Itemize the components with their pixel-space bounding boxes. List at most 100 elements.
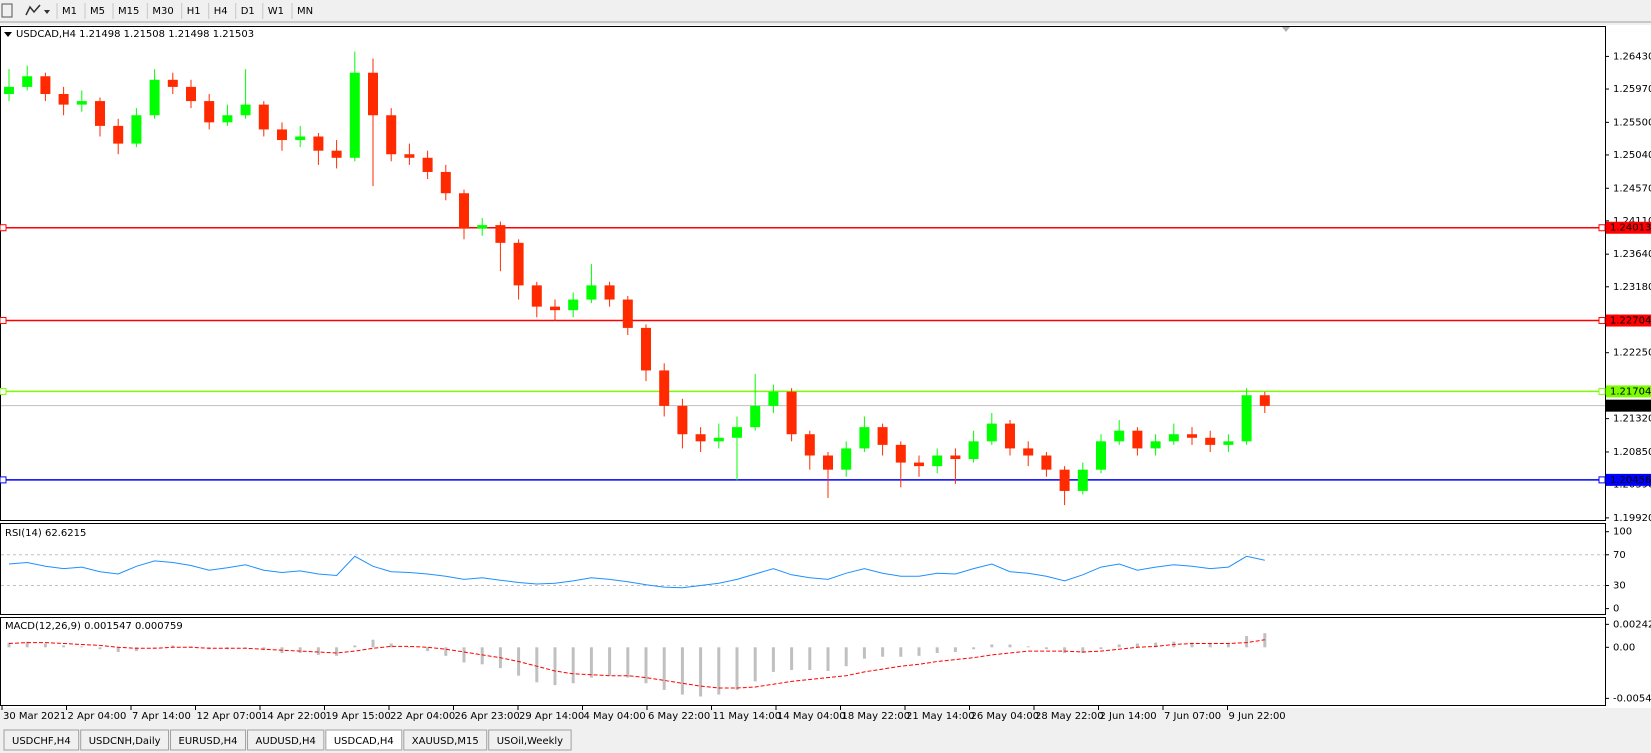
timeframe-button[interactable]: H4 bbox=[214, 6, 228, 17]
macd-bar bbox=[953, 647, 957, 653]
tab[interactable] bbox=[403, 729, 488, 751]
tab[interactable] bbox=[170, 729, 247, 751]
y-tick-label: 30 bbox=[1613, 581, 1626, 592]
level-label: 1.21704 bbox=[1610, 386, 1651, 397]
x-tick-label: 11 May 14:00 bbox=[713, 711, 782, 722]
y-tick-label: 1.25040 bbox=[1613, 150, 1651, 161]
tab[interactable] bbox=[488, 729, 572, 751]
tab-label[interactable]: USDCNH,Daily bbox=[89, 736, 161, 747]
tab-label[interactable]: EURUSD,H4 bbox=[179, 736, 238, 747]
candle-body bbox=[204, 101, 215, 123]
x-tick-label: 4 May 04:00 bbox=[584, 711, 646, 722]
x-tick-label: 26 May 04:00 bbox=[971, 711, 1040, 722]
timeframe-button[interactable]: M5 bbox=[90, 6, 105, 17]
x-tick-label: 2 Jun 14:00 bbox=[1100, 711, 1157, 722]
tab-label[interactable]: AUDUSD,H4 bbox=[256, 736, 316, 747]
macd-bar bbox=[990, 644, 994, 648]
macd-bar bbox=[844, 647, 848, 667]
candle-body bbox=[1132, 430, 1143, 449]
candle-body bbox=[622, 299, 633, 328]
candle-body bbox=[568, 299, 579, 311]
x-tick-label: 2 Apr 04:00 bbox=[68, 711, 127, 722]
y-tick-label: 0.002429 bbox=[1613, 619, 1651, 630]
y-tick-label: 1.25500 bbox=[1613, 117, 1651, 128]
candle-body bbox=[1205, 437, 1216, 445]
candle-body bbox=[113, 125, 124, 144]
tab[interactable] bbox=[3, 729, 80, 751]
candle-body bbox=[4, 86, 14, 94]
candle-body bbox=[968, 441, 979, 460]
tab[interactable] bbox=[247, 729, 325, 751]
tab-label[interactable]: USDCAD,H4 bbox=[334, 736, 394, 747]
macd-bar bbox=[1245, 635, 1249, 648]
candle-body bbox=[258, 104, 269, 130]
candle-body bbox=[713, 437, 724, 442]
candle-body bbox=[1223, 441, 1234, 445]
macd-bar bbox=[972, 647, 976, 650]
macd-bar bbox=[917, 647, 921, 656]
toolbar-icon[interactable] bbox=[1, 3, 13, 18]
x-tick-label: 14 May 04:00 bbox=[777, 711, 846, 722]
level-label: 1.24013 bbox=[1610, 223, 1651, 234]
macd-bar bbox=[7, 642, 11, 648]
candle-body bbox=[58, 93, 69, 105]
candle-body bbox=[659, 370, 670, 406]
timeframe-button[interactable]: M30 bbox=[152, 6, 173, 17]
macd-bar bbox=[1008, 644, 1012, 648]
rsi-title: RSI(14) 62.6215 bbox=[5, 528, 86, 539]
tab[interactable] bbox=[325, 729, 403, 751]
macd-bar bbox=[644, 647, 648, 684]
level-label: 1.20456 bbox=[1610, 475, 1651, 486]
candle-body bbox=[240, 104, 251, 116]
macd-bar bbox=[881, 647, 885, 657]
macd-bar bbox=[62, 645, 66, 648]
level-handle[interactable] bbox=[1598, 476, 1606, 484]
tab-label[interactable]: USOil,Weekly bbox=[497, 736, 563, 747]
level-handle[interactable] bbox=[0, 387, 7, 395]
level-handle[interactable] bbox=[1598, 317, 1606, 325]
candle-body bbox=[859, 427, 870, 449]
level-handle[interactable] bbox=[0, 476, 7, 484]
timeframe-button[interactable]: W1 bbox=[268, 6, 284, 17]
timeframe-button[interactable]: H1 bbox=[187, 6, 201, 17]
current-price-box bbox=[1606, 399, 1651, 412]
macd-bar bbox=[535, 647, 539, 683]
candle-body bbox=[1114, 430, 1125, 442]
x-tick-label: 26 Apr 23:00 bbox=[455, 711, 520, 722]
timeframe-button[interactable]: MN bbox=[297, 6, 313, 17]
candle-body bbox=[1059, 469, 1070, 491]
rsi-line bbox=[8, 555, 1265, 589]
x-tick-label: 28 May 22:00 bbox=[1035, 711, 1104, 722]
macd-bar bbox=[462, 647, 466, 663]
toolbar-icon[interactable] bbox=[25, 4, 41, 16]
tab-label[interactable]: XAUUSD,M15 bbox=[412, 736, 479, 747]
macd-signal bbox=[8, 639, 1265, 689]
macd-bar bbox=[244, 647, 248, 648]
candle-body bbox=[1005, 423, 1015, 449]
tab-label[interactable]: USDCHF,H4 bbox=[12, 736, 71, 747]
chart-window bbox=[0, 25, 1651, 708]
timeframe-button[interactable]: M15 bbox=[118, 6, 139, 17]
dropdown-arrow[interactable] bbox=[44, 10, 50, 14]
level-label-box bbox=[1606, 221, 1651, 234]
y-tick-label: 100 bbox=[1613, 527, 1632, 538]
current-price-label: 1.21503 bbox=[1610, 401, 1651, 412]
candle-body bbox=[604, 285, 615, 300]
x-tick-label: 22 Apr 04:00 bbox=[390, 711, 455, 722]
timeframe-button[interactable]: D1 bbox=[241, 6, 255, 17]
level-handle[interactable] bbox=[1598, 387, 1606, 395]
candle-body bbox=[531, 285, 542, 307]
level-handle[interactable] bbox=[1598, 224, 1606, 232]
level-handle[interactable] bbox=[0, 317, 7, 325]
macd-bar bbox=[771, 647, 775, 672]
macd-bar bbox=[626, 647, 630, 678]
candle-body bbox=[877, 427, 888, 445]
candle-body bbox=[313, 136, 324, 151]
timeframe-button[interactable]: M1 bbox=[62, 6, 77, 17]
candle-body bbox=[895, 444, 906, 463]
level-handle[interactable] bbox=[0, 224, 7, 232]
macd-bar bbox=[43, 643, 47, 648]
macd-bar bbox=[98, 647, 102, 650]
tab[interactable] bbox=[80, 729, 170, 751]
